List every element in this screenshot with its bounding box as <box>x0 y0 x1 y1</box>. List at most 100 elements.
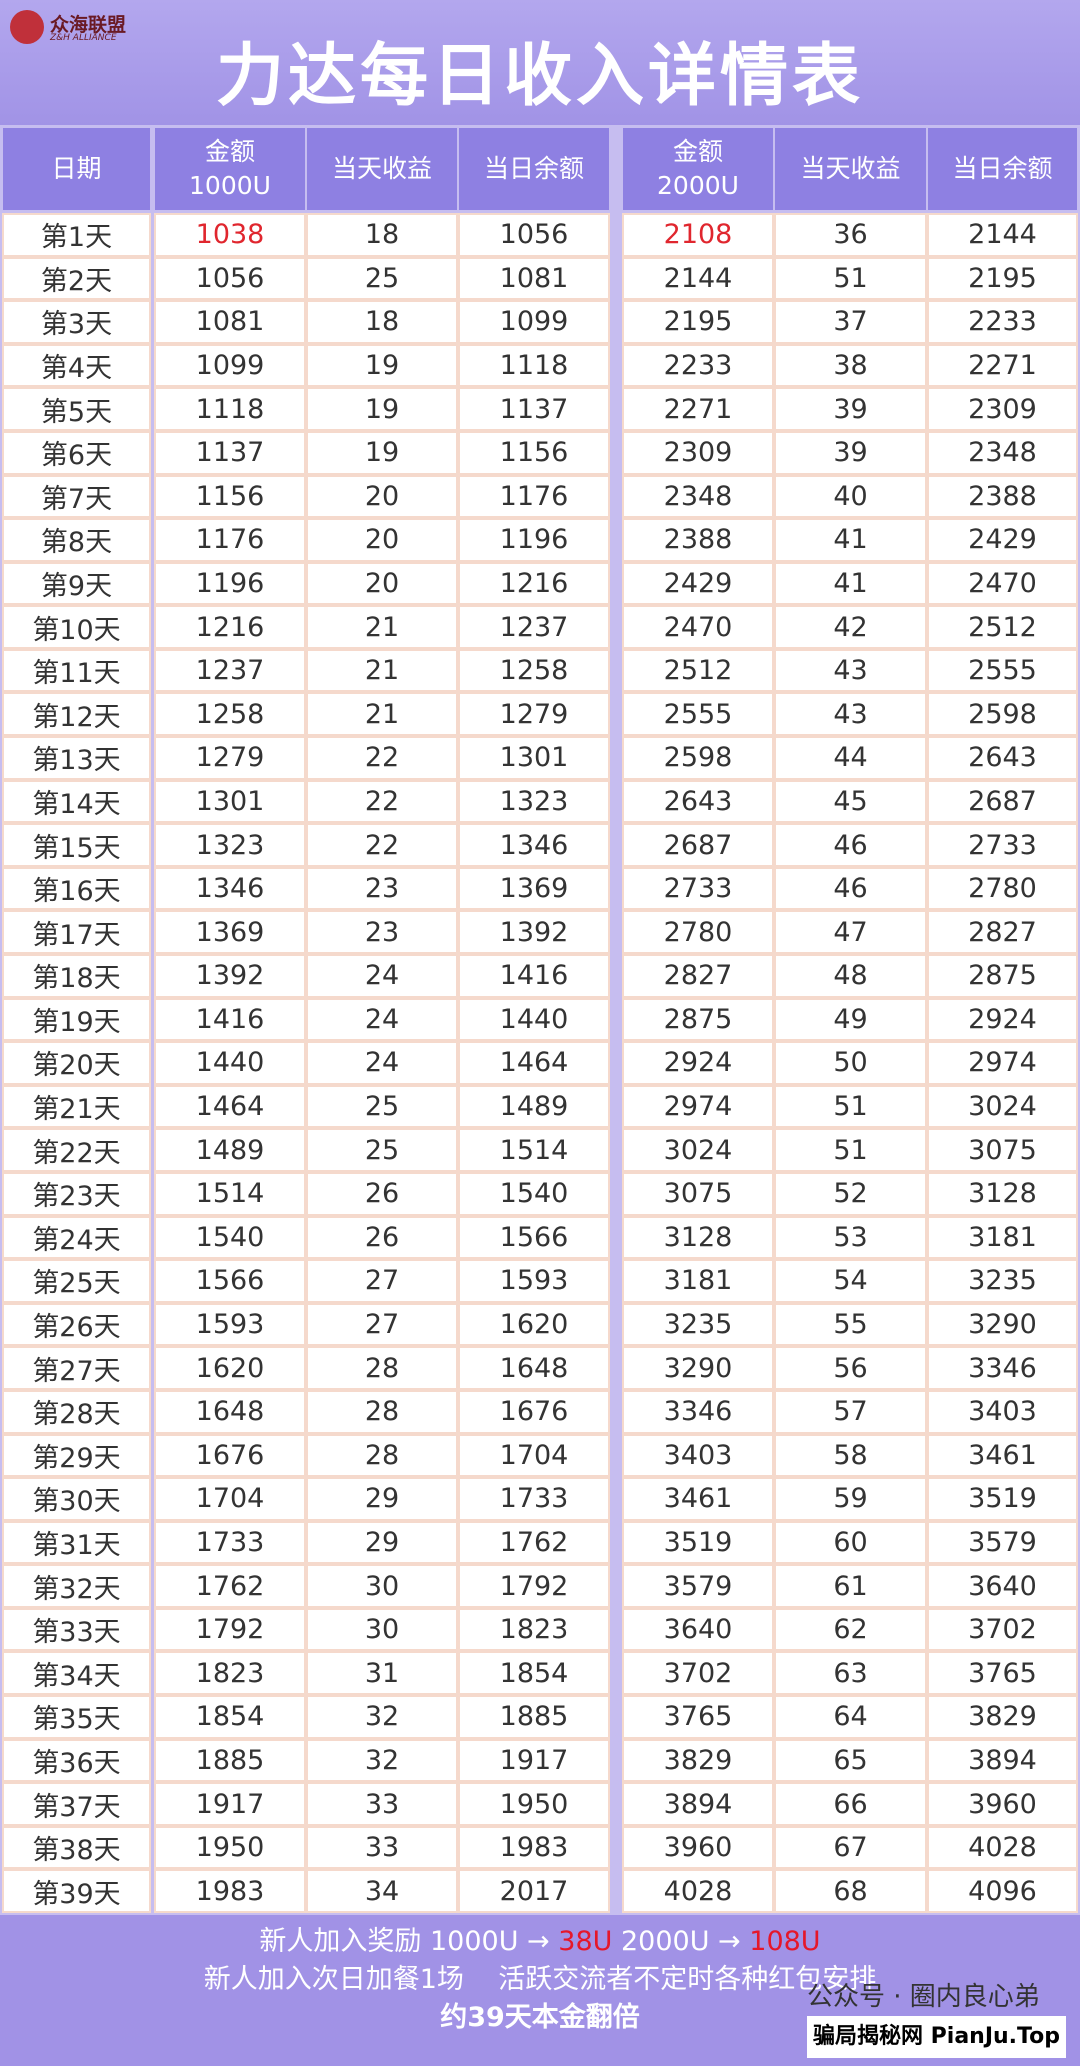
cell: 25 <box>306 1084 458 1129</box>
cell: 1440 <box>154 1041 306 1085</box>
cell: 2309 <box>927 387 1078 431</box>
cell: 29 <box>306 1477 458 1521</box>
cell: 3128 <box>927 1171 1078 1216</box>
column-header: 当日余额 <box>928 128 1077 210</box>
cell: 第2天 <box>2 256 151 301</box>
cell: 1440 <box>458 997 610 1042</box>
cell: 1176 <box>154 518 306 562</box>
header-text: 金额 <box>672 137 723 166</box>
cell: 59 <box>774 1477 927 1521</box>
cell: 32 <box>306 1695 458 1739</box>
cell: 第34天 <box>2 1651 151 1696</box>
cell: 3640 <box>622 1607 774 1652</box>
cell: 2598 <box>927 692 1078 737</box>
cell: 67 <box>774 1825 927 1870</box>
cell: 1917 <box>154 1782 306 1826</box>
cell: 3519 <box>927 1477 1078 1521</box>
cell: 第15天 <box>2 823 151 867</box>
column-header: 当天收益 <box>307 128 457 210</box>
cell: 1823 <box>154 1651 306 1696</box>
cell: 3181 <box>622 1259 774 1303</box>
cell: 第5天 <box>2 387 151 431</box>
column-header: 日期 <box>3 128 150 210</box>
cell: 1566 <box>458 1215 610 1260</box>
title: 力达每日收入详情表 <box>215 37 864 116</box>
cell: 26 <box>306 1171 458 1216</box>
cell: 28 <box>306 1389 458 1434</box>
cell: 23 <box>306 866 458 911</box>
cell: 第36天 <box>2 1738 151 1783</box>
cell: 2827 <box>927 910 1078 954</box>
cell: 第1天 <box>2 213 151 257</box>
cell: 1885 <box>458 1695 610 1739</box>
cell: 41 <box>774 518 927 562</box>
cell: 2108 <box>622 213 774 257</box>
cell: 20 <box>306 474 458 519</box>
cell: 第11天 <box>2 648 151 693</box>
cell: 50 <box>774 1041 927 1085</box>
cell: 第22天 <box>2 1128 151 1172</box>
cell: 第10天 <box>2 605 151 649</box>
cell: 第4天 <box>2 343 151 388</box>
header-text: 1000U <box>189 171 271 200</box>
cell: 1099 <box>458 300 610 344</box>
cell: 1369 <box>458 866 610 911</box>
cell: 1176 <box>458 474 610 519</box>
cell: 3346 <box>622 1389 774 1434</box>
cell: 21 <box>306 605 458 649</box>
cell: 3346 <box>927 1346 1078 1390</box>
cell: 1137 <box>458 387 610 431</box>
cell: 1762 <box>458 1520 610 1565</box>
cell: 43 <box>774 692 927 737</box>
cell: 2555 <box>622 692 774 737</box>
cell: 28 <box>306 1346 458 1390</box>
cell: 22 <box>306 823 458 867</box>
cell: 3461 <box>927 1433 1078 1478</box>
cell: 64 <box>774 1695 927 1739</box>
cell: 1118 <box>154 387 306 431</box>
cell: 1279 <box>458 692 610 737</box>
column-header: 金额 2000U <box>623 128 773 210</box>
cell: 第16天 <box>2 866 151 911</box>
footer-line: 新人加入次日加餐1场 活跃交流者不定时各种红包安排 <box>203 1964 877 1995</box>
cell: 2733 <box>622 866 774 911</box>
cell: 3075 <box>927 1128 1078 1172</box>
cell: 27 <box>306 1259 458 1303</box>
cell: 1704 <box>458 1433 610 1478</box>
column-header: 当天收益 <box>775 128 926 210</box>
cell: 2875 <box>622 997 774 1042</box>
cell: 1676 <box>458 1389 610 1434</box>
cell: 23 <box>306 910 458 954</box>
cell: 第14天 <box>2 779 151 824</box>
cell: 3403 <box>927 1389 1078 1434</box>
cell: 31 <box>306 1651 458 1696</box>
cell: 3765 <box>622 1695 774 1739</box>
cell: 1301 <box>154 779 306 824</box>
cell: 第35天 <box>2 1695 151 1739</box>
column-header: 金额 1000U <box>155 128 305 210</box>
cell: 第19天 <box>2 997 151 1042</box>
cell: 3290 <box>622 1346 774 1390</box>
header-text: 日期 <box>51 154 102 183</box>
cell: 1258 <box>458 648 610 693</box>
column-header: 当日余额 <box>459 128 609 210</box>
cell: 42 <box>774 605 927 649</box>
cell: 1099 <box>154 343 306 388</box>
cell: 19 <box>306 430 458 475</box>
cell: 51 <box>774 1084 927 1129</box>
cell: 24 <box>306 997 458 1042</box>
cell: 1489 <box>458 1084 610 1129</box>
cell: 2144 <box>622 256 774 301</box>
cell: 48 <box>774 954 927 998</box>
cell: 1917 <box>458 1738 610 1783</box>
cell: 40 <box>774 474 927 519</box>
cell: 1733 <box>458 1477 610 1521</box>
cell: 第39天 <box>2 1869 151 1913</box>
cell: 1464 <box>458 1041 610 1085</box>
cell: 3290 <box>927 1302 1078 1347</box>
cell: 2429 <box>927 518 1078 562</box>
header-text: 当天收益 <box>331 154 432 183</box>
cell: 1620 <box>458 1302 610 1347</box>
cell: 1950 <box>154 1825 306 1870</box>
cell: 第28天 <box>2 1389 151 1434</box>
